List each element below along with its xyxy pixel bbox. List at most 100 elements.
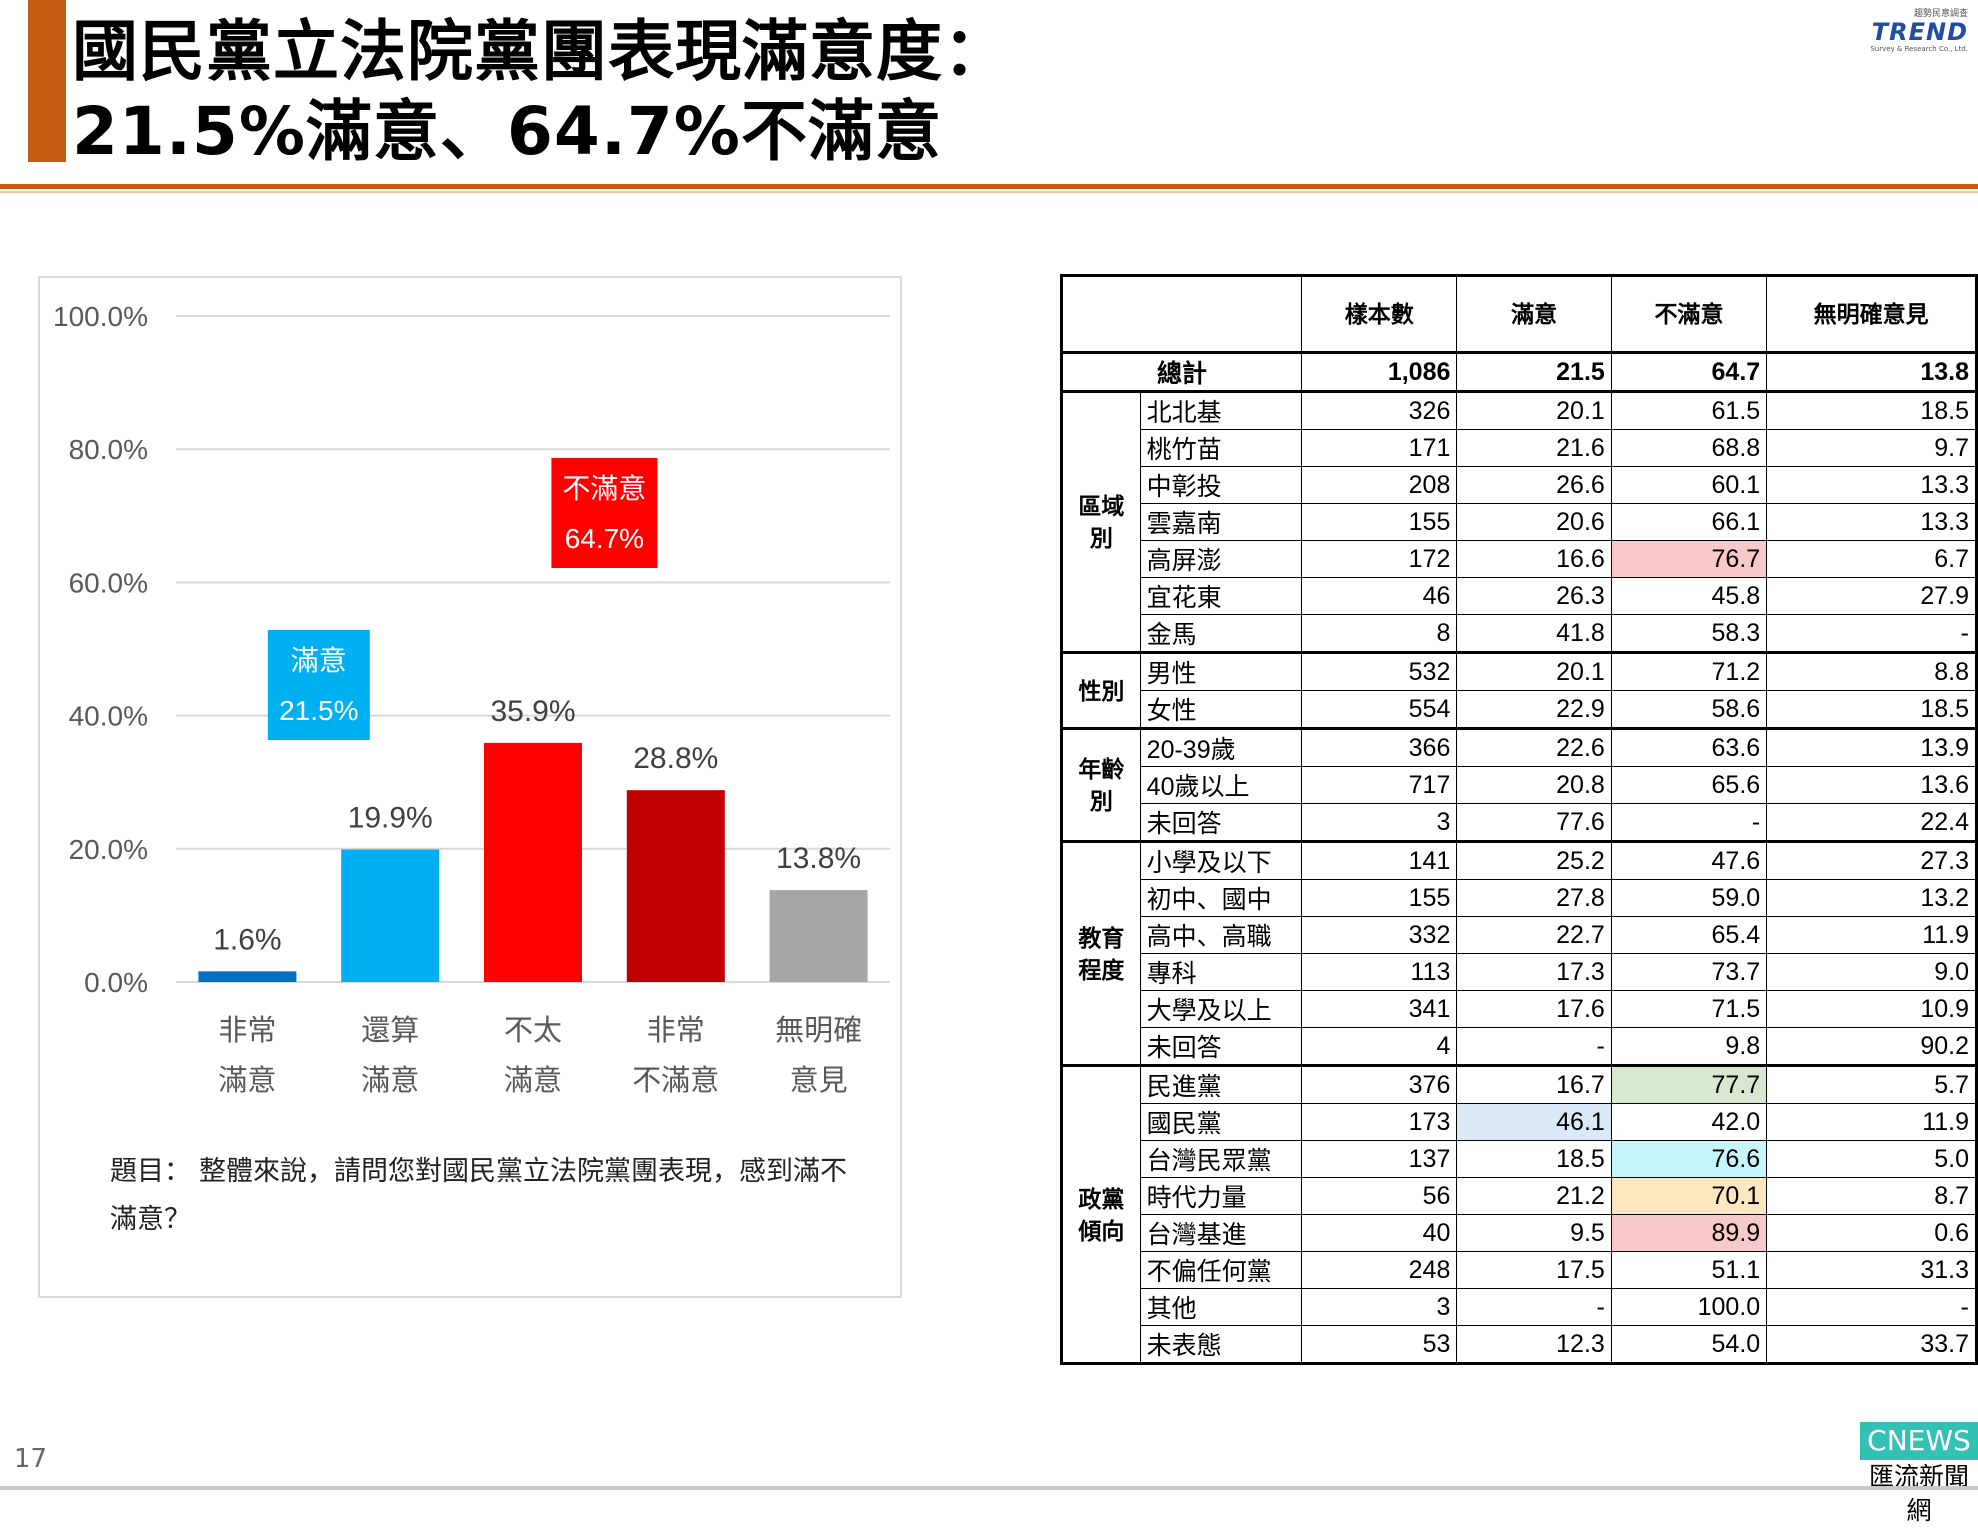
cell-value: 22.6 [1456,727,1612,767]
table-row: 高屏澎 172 16.6 76.7 6.7 [1062,540,1977,578]
cell-value: 141 [1301,840,1458,880]
cell-value: 25.2 [1456,840,1612,880]
cell-value: 42.0 [1610,1103,1768,1141]
cell-value: 89.9 [1610,1214,1768,1252]
cell-value: 76.6 [1610,1140,1768,1178]
table-row: 台灣民眾黨 137 18.5 76.6 5.0 [1062,1140,1977,1178]
data-label: 35.9% [490,695,575,728]
table-row: 台灣基進 40 9.5 89.9 0.6 [1062,1214,1977,1252]
cell-value: 20.8 [1456,766,1612,804]
cell-value: 9.0 [1766,953,1977,991]
cell-value: - [1456,1288,1612,1326]
cell-value: 13.2 [1766,879,1977,917]
cell-value: 717 [1301,766,1458,804]
row-label: 台灣民眾黨 [1139,1140,1303,1178]
cell-value: 58.6 [1610,690,1768,729]
title-divider-thin [0,191,1978,193]
cell-value: 20.1 [1456,651,1612,691]
data-label: 19.9% [348,801,433,834]
column-header: 樣本數 [1301,275,1458,353]
question-label: 題目： [110,1156,191,1187]
logo-brand: TREND [1871,18,1968,46]
group-label: 教育程度 [1061,840,1141,1066]
row-label: 女性 [1139,690,1303,729]
cell-value: 8.7 [1766,1177,1977,1215]
row-label: 桃竹苗 [1139,429,1303,467]
cell-value: 33.7 [1766,1325,1977,1364]
cell-value: 46 [1301,577,1458,615]
cell-value: 20.1 [1456,390,1612,430]
row-label: 高屏澎 [1139,540,1303,578]
row-label: 雲嘉南 [1139,503,1303,541]
row-label: 未回答 [1139,1027,1303,1066]
question-body: 整體來說，請問您對國民黨立法院黨團表現，感到滿不滿意？ [110,1156,847,1235]
crosstab-table-wrap: 樣本數 滿意 不滿意 無明確意見 總計 1,086 21.5 64.7 13.8 區域別 北北基 32… [1060,274,1978,1365]
data-label: 13.8% [776,842,861,875]
cell-value: 27.8 [1456,879,1612,917]
table-row: 年齡別 20-39歲 366 22.6 63.6 13.9 [1061,727,1977,842]
group-label: 性別 [1061,651,1141,729]
cell-value: 22.4 [1766,803,1977,842]
cell-value: 11.9 [1766,1103,1977,1141]
cell-value: - [1766,614,1977,653]
total-value: 13.8 [1766,351,1977,393]
table-row: 雲嘉南 155 20.6 66.1 13.3 [1062,503,1977,541]
total-row: 總計 1,086 21.5 64.7 13.8 [1060,351,1977,393]
y-tick-label: 0.0% [84,967,148,998]
row-label: 中彰投 [1139,466,1303,504]
crosstab-table: 樣本數 滿意 不滿意 無明確意見 總計 1,086 21.5 64.7 13.8 區域別 北北基 32… [1060,274,1978,1365]
cell-value: 16.7 [1456,1064,1612,1104]
cell-value: 73.7 [1610,953,1768,991]
cnews-logo-bottom: 匯流新聞網 [1868,1462,1969,1525]
table-row: 女性 554 22.9 58.6 18.5 [1062,690,1977,729]
cell-value: 65.4 [1610,916,1768,954]
group-label: 區域別 [1061,390,1141,653]
row-label: 男性 [1139,651,1303,691]
cell-value: 70.1 [1610,1177,1768,1215]
callout-label: 滿意 [291,644,347,677]
row-label: 20-39歲 [1139,727,1303,767]
x-tick-label: 滿意 [504,1063,562,1097]
cell-value: 17.6 [1456,990,1612,1028]
cell-value: 248 [1301,1251,1458,1289]
cell-value: 68.8 [1610,429,1768,467]
row-label: 時代力量 [1139,1177,1303,1215]
row-label: 北北基 [1139,390,1303,430]
logo-subtitle: Survey & Research Co., Ltd. [1870,45,1968,53]
cell-value: 58.3 [1610,614,1768,653]
cell-value: 61.5 [1610,390,1768,430]
column-header: 不滿意 [1610,275,1768,353]
cell-value: 155 [1301,879,1458,917]
cell-value: 47.6 [1610,840,1768,880]
footer-rule [0,1486,1978,1490]
question-text: 題目： 整體來說，請問您對國民黨立法院黨團表現，感到滿不滿意？ [110,1148,850,1244]
cell-value: 341 [1301,990,1458,1028]
cell-value: 172 [1301,540,1458,578]
page-number: 17 [14,1444,48,1474]
cell-value: 45.8 [1610,577,1768,615]
row-label: 高中、高職 [1139,916,1303,954]
bar [769,890,868,982]
x-tick-label: 非常 [218,1013,276,1047]
cell-value: 20.6 [1456,503,1612,541]
cell-value: 208 [1301,466,1458,504]
row-label: 未表態 [1139,1325,1303,1364]
x-tick-label: 非常 [647,1013,705,1047]
cell-value: 554 [1301,690,1458,729]
table-row: 專科 113 17.3 73.7 9.0 [1062,953,1977,991]
cell-value: 31.3 [1766,1251,1977,1289]
cell-value: - [1610,803,1768,842]
column-header: 無明確意見 [1766,275,1977,353]
cell-value: 16.6 [1456,540,1612,578]
table-row: 不偏任何黨 248 17.5 51.1 31.3 [1062,1251,1977,1289]
y-tick-label: 20.0% [69,834,148,865]
row-label: 台灣基進 [1139,1214,1303,1252]
title-line-1: 國民黨立法院黨團表現滿意度： [72,13,1010,90]
page-title: 國民黨立法院黨團表現滿意度： 21.5%滿意、64.7%不滿意 [72,12,1010,172]
total-label: 總計 [1060,351,1303,393]
cell-value: 53 [1301,1325,1458,1364]
cell-value: 17.5 [1456,1251,1612,1289]
cell-value: 41.8 [1456,614,1612,653]
table-row: 其他 3-100.0- [1062,1288,1977,1326]
row-label: 40歲以上 [1139,766,1303,804]
